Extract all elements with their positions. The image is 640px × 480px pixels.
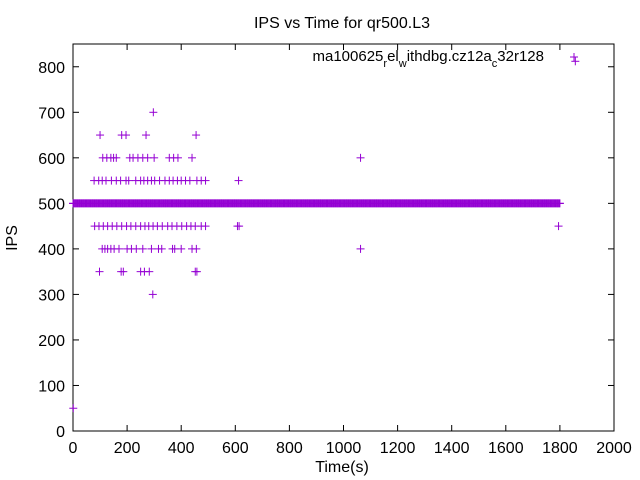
x-axis-ticks: 0 200 400 600 800 1000 1200 1400 1600 1800 2000 <box>69 44 632 457</box>
data-point <box>69 404 78 413</box>
data-point <box>96 131 105 140</box>
data-point <box>185 176 194 185</box>
y-tick-label: 300 <box>38 287 65 304</box>
data-point <box>145 267 154 276</box>
y-tick-label: 200 <box>38 333 65 350</box>
legend-part-3: ithdbg.cz12a <box>407 48 493 65</box>
y-axis-label: IPS <box>4 225 21 251</box>
data-point <box>356 153 365 162</box>
y-tick-label: 0 <box>56 424 65 441</box>
legend-sub-1: r <box>383 58 387 70</box>
data-point <box>149 108 158 117</box>
x-tick-label: 1800 <box>542 440 578 457</box>
data-point <box>192 267 201 276</box>
legend: ma100625relwithdbg.cz12ac32r128 <box>312 48 578 70</box>
legend-series-label: ma100625relwithdbg.cz12ac32r128 <box>312 48 544 70</box>
legend-part-2: el <box>387 48 399 65</box>
legend-part-4: 32r128 <box>497 48 544 65</box>
data-point <box>119 267 128 276</box>
data-point <box>188 153 197 162</box>
data-point <box>95 267 104 276</box>
data-point <box>201 176 210 185</box>
data-point <box>114 244 123 253</box>
chart-title: IPS vs Time for qr500.L3 <box>254 15 430 32</box>
legend-part-1: ma100625 <box>312 48 383 65</box>
data-point <box>112 153 121 162</box>
plot-frame <box>72 43 615 432</box>
x-tick-label: 1000 <box>326 440 362 457</box>
data-point <box>234 176 243 185</box>
data-point <box>192 244 201 253</box>
legend-sub-3: c <box>492 58 498 70</box>
x-axis-label: Time(s) <box>315 459 369 476</box>
series-layer <box>69 57 580 413</box>
y-tick-label: 600 <box>38 151 65 168</box>
y-tick-label: 400 <box>38 242 65 259</box>
data-point <box>571 57 580 66</box>
x-tick-label: 800 <box>276 440 303 457</box>
x-tick-label: 400 <box>168 440 195 457</box>
data-point <box>124 176 133 185</box>
data-point <box>356 244 365 253</box>
x-tick-label: 1600 <box>488 440 524 457</box>
x-tick-label: 1200 <box>380 440 416 457</box>
y-tick-label: 100 <box>38 378 65 395</box>
y-tick-label: 700 <box>38 105 65 122</box>
x-tick-label: 200 <box>114 440 141 457</box>
x-tick-label: 600 <box>222 440 249 457</box>
legend-sub-2: w <box>398 58 407 70</box>
data-point <box>192 131 201 140</box>
data-point <box>157 244 166 253</box>
data-point <box>122 131 131 140</box>
y-tick-label: 800 <box>38 60 65 77</box>
x-tick-label: 2000 <box>596 440 632 457</box>
data-point <box>147 244 156 253</box>
data-point <box>177 244 186 253</box>
y-tick-label: 500 <box>38 196 65 213</box>
data-point <box>173 153 182 162</box>
x-tick-label: 1400 <box>434 440 470 457</box>
data-point <box>150 153 159 162</box>
data-point <box>201 222 210 231</box>
data-point <box>554 222 563 231</box>
y-axis-ticks: 0 100 200 300 400 500 600 700 800 <box>38 60 614 441</box>
data-point <box>142 131 151 140</box>
data-point <box>148 290 157 299</box>
data-point <box>235 222 244 231</box>
x-tick-label: 0 <box>69 440 78 457</box>
data-point <box>138 244 147 253</box>
